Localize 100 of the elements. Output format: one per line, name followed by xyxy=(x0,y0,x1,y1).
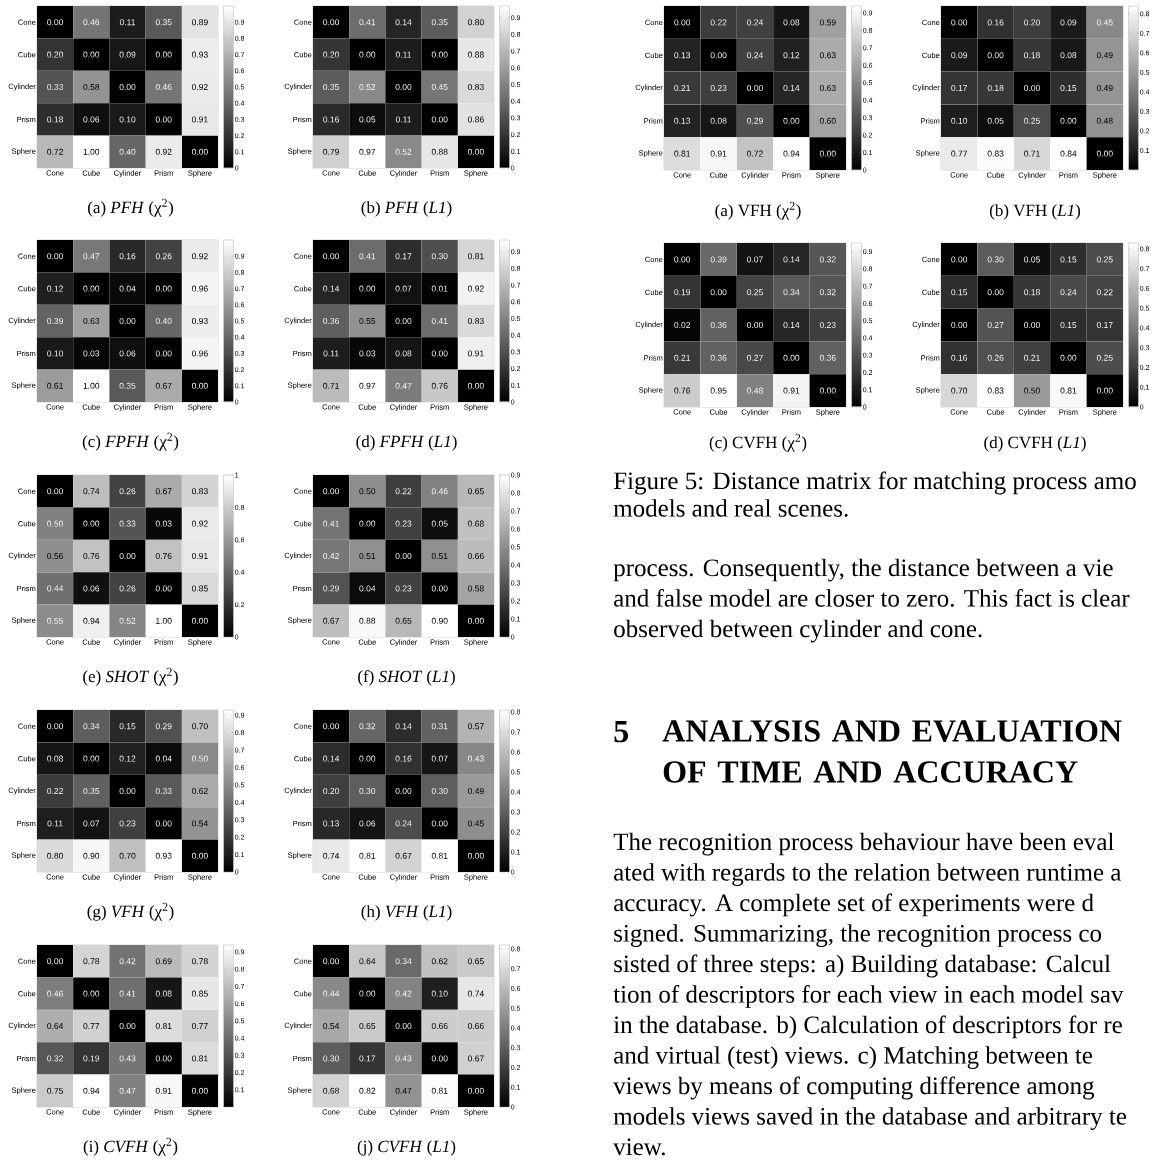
data-label: 0.81 xyxy=(1060,387,1077,394)
text: (j) CVFH (L1) xyxy=(357,1140,456,1156)
data-label: 0.64 xyxy=(359,958,376,965)
data-label: 0.46 xyxy=(431,488,448,495)
data-label: 0.50 xyxy=(359,488,376,495)
data-label: 0.79 xyxy=(323,148,339,155)
data-label: 0.34 xyxy=(783,289,800,296)
data-label: 0.51 xyxy=(431,553,448,560)
data-label: 0.80 xyxy=(47,852,64,859)
text: views by means of computing difference among xyxy=(613,1076,1095,1100)
data-label: 0.93 xyxy=(155,852,172,859)
data-label: 0.11 xyxy=(119,19,136,26)
data-label: 0.16 xyxy=(987,19,1004,26)
data-label: 0.00 xyxy=(323,488,340,495)
data-label: 0.08 xyxy=(395,350,412,357)
data-label: 0.14 xyxy=(395,19,412,26)
data-label: 0.08 xyxy=(1060,52,1077,59)
data-label: 0.91 xyxy=(191,553,208,560)
data-label: 0.09 xyxy=(951,52,968,59)
data-label: 0.07 xyxy=(431,755,448,762)
data-label: 0.00 xyxy=(191,617,208,624)
data-label: 0.64 xyxy=(47,1023,64,1030)
text: in the database. b) Calculation of descriptors for re xyxy=(613,1015,1122,1039)
data-label: 0.42 xyxy=(395,990,412,997)
data-label: 0.58 xyxy=(83,84,100,91)
data-label: 0.47 xyxy=(83,253,100,260)
data-label: 0.92 xyxy=(191,84,208,91)
data-label: 0.00 xyxy=(83,51,100,58)
data-label: 0.16 xyxy=(951,354,968,361)
text: The recognition process behaviour have been eval xyxy=(613,832,1114,856)
data-label: 0.20 xyxy=(323,51,340,58)
data-label: 0.23 xyxy=(119,820,136,827)
data-label: 0.23 xyxy=(395,585,412,592)
data-label: 0.00 xyxy=(323,958,340,965)
data-label: 0.00 xyxy=(191,852,208,859)
data-label: 0.12 xyxy=(783,52,800,59)
data-label: 0.32 xyxy=(47,1055,63,1062)
data-label: 0.31 xyxy=(431,723,448,730)
data-label: 0.00 xyxy=(155,350,172,357)
data-label: 0.00 xyxy=(1060,354,1077,361)
text: models and real scenes. xyxy=(613,499,848,517)
data-label: 0.83 xyxy=(987,387,1004,394)
data-label: 0.00 xyxy=(395,553,412,560)
caption: Figure 5: Distance matrix for matching process amo xyxy=(613,471,1136,495)
data-label: 0.10 xyxy=(47,350,64,357)
data-label: 0.68 xyxy=(323,1087,339,1094)
data-label: 0.52 xyxy=(395,148,412,155)
data-label: 0.00 xyxy=(119,84,136,91)
data-label: 0.63 xyxy=(819,52,836,59)
data-label: 0.67 xyxy=(467,1055,484,1062)
data-label: 0.25 xyxy=(1024,117,1040,124)
data-label: 0.17 xyxy=(1096,322,1113,329)
data-label: 0.66 xyxy=(467,553,484,560)
data-label: 0.94 xyxy=(83,1087,100,1094)
data-label: 0.10 xyxy=(951,117,968,124)
data-label: 0.04 xyxy=(359,585,376,592)
data-label: 0.06 xyxy=(119,350,136,357)
text: (i) CVFH (χ$^{2}$) xyxy=(83,1137,178,1156)
data-label: 0.00 xyxy=(155,1055,172,1062)
data-label: 0.65 xyxy=(395,617,412,624)
data-label: 0.00 xyxy=(747,322,763,329)
data-label: 0.65 xyxy=(359,1023,376,1030)
data-label: 1.00 xyxy=(83,382,100,389)
data-label: 0.00 xyxy=(783,117,800,124)
data-label: 0.90 xyxy=(83,852,100,859)
data-label: 0.00 xyxy=(431,1055,448,1062)
data-label: 0.72 xyxy=(47,148,63,155)
data-label: 0.89 xyxy=(191,19,208,26)
data-label: 0.83 xyxy=(191,488,208,495)
data-label: 0.18 xyxy=(47,116,63,123)
data-label: 0.91 xyxy=(191,116,208,123)
data-label: 0.06 xyxy=(83,585,100,592)
data-label: 0.52 xyxy=(359,84,376,91)
data-label: 0.08 xyxy=(710,117,727,124)
data-label: 0.52 xyxy=(119,617,136,624)
data-label: 0.80 xyxy=(467,19,484,26)
data-label: 0.00 xyxy=(119,1023,136,1030)
data-label: 0.01 xyxy=(431,285,448,292)
data-label: 0.11 xyxy=(395,116,412,123)
data-label: 0.82 xyxy=(359,1087,376,1094)
data-label: 0.15 xyxy=(1060,256,1077,263)
data-label: 0.15 xyxy=(1060,322,1077,329)
data-label: 0.74 xyxy=(323,852,340,859)
data-label: 0.00 xyxy=(467,382,484,389)
data-label: 0.39 xyxy=(710,256,727,263)
data-label: 0.00 xyxy=(395,1023,412,1030)
data-label: 0.00 xyxy=(467,852,484,859)
data-label: 0.55 xyxy=(47,617,64,624)
data-label: 0.60 xyxy=(819,117,836,124)
data-label: 0.84 xyxy=(1060,150,1077,157)
data-label: 0.15 xyxy=(951,289,968,296)
data-label: 0.54 xyxy=(323,1023,340,1030)
data-label: 0.21 xyxy=(674,85,691,92)
data-label: 0.00 xyxy=(155,585,172,592)
data-label: 0.67 xyxy=(155,382,172,389)
data-label: 0.00 xyxy=(951,19,968,26)
data-label: 0.30 xyxy=(323,1055,340,1062)
data-label: 0.00 xyxy=(47,253,64,260)
data-label: 0.08 xyxy=(155,990,172,997)
data-label: 0.36 xyxy=(710,354,727,361)
